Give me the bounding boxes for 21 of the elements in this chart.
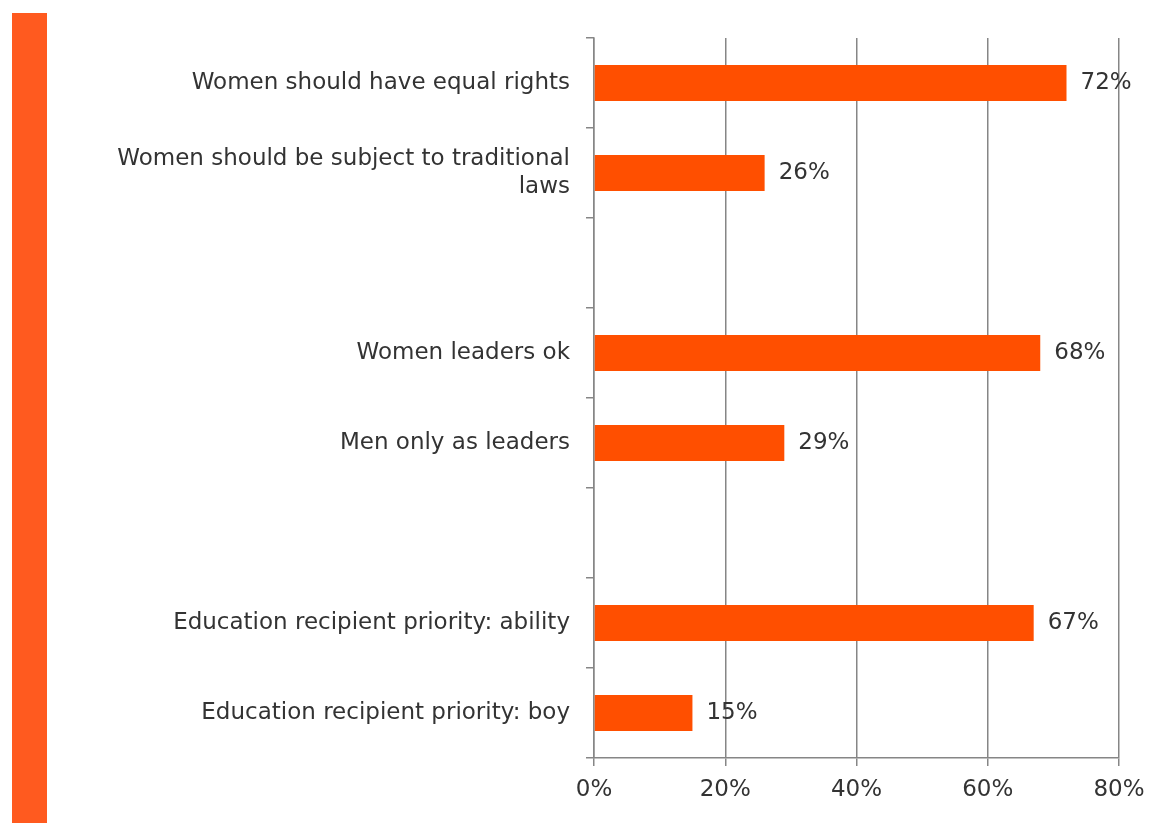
x-tick-label: 20%: [699, 774, 751, 801]
data-label: 26%: [778, 157, 830, 184]
y-tick-label: Education recipient priority: ability: [173, 607, 570, 634]
y-tick-label: Women should be subject to traditional laws: [117, 144, 570, 198]
data-label: 29%: [798, 427, 850, 454]
bar: [594, 155, 765, 191]
x-tick-label: 60%: [962, 774, 1014, 801]
x-tick-label: 80%: [1093, 774, 1145, 801]
y-tick-label: Women leaders ok: [356, 337, 571, 364]
y-tick-label: Men only as leaders: [339, 427, 570, 454]
bar: [594, 605, 1034, 641]
x-tick-label: 0%: [575, 774, 613, 801]
bar: [594, 695, 693, 731]
data-label: 68%: [1054, 337, 1106, 364]
bar: [594, 65, 1067, 101]
data-label: 67%: [1047, 607, 1099, 634]
y-tick-label: Education recipient priority: boy: [201, 697, 570, 724]
bar: [594, 425, 785, 461]
x-tick-label: 40%: [830, 774, 883, 801]
bar: [594, 335, 1041, 371]
y-tick-label: Women should have equal rights: [191, 67, 570, 94]
